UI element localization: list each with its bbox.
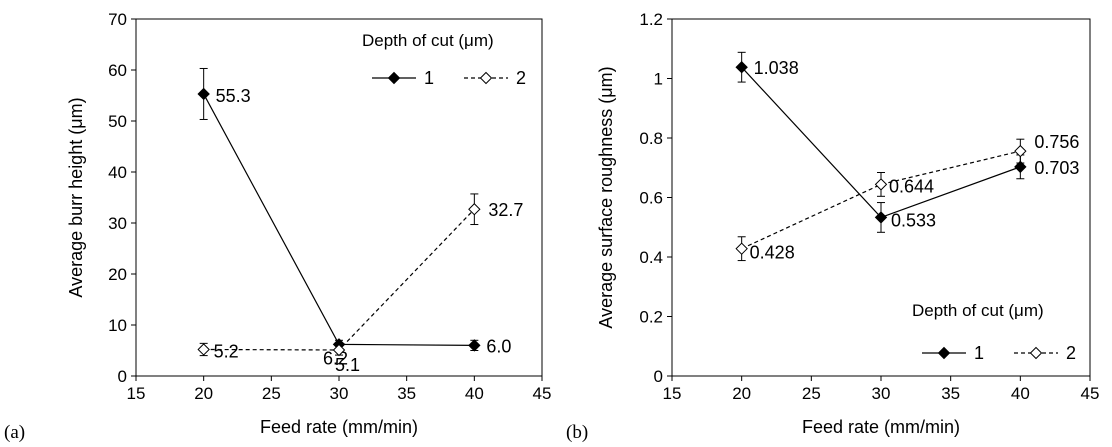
y-axis-label-b: Average surface roughness (μm) bbox=[596, 66, 616, 328]
y-tick-label-a: 0 bbox=[118, 367, 127, 386]
data-label-a-s1: 6.0 bbox=[486, 336, 511, 356]
x-tick-label-b: 25 bbox=[802, 384, 821, 403]
x-tick-label-a: 25 bbox=[262, 384, 281, 403]
x-tick-label-a: 30 bbox=[330, 384, 349, 403]
data-point-b-s1 bbox=[874, 211, 888, 224]
x-tick-label-b: 35 bbox=[941, 384, 960, 403]
x-tick-label-a: 45 bbox=[533, 384, 552, 403]
data-label-b-s1: 0.703 bbox=[1034, 158, 1079, 178]
legend-label-a-s1: 1 bbox=[424, 68, 434, 88]
data-point-b-s1 bbox=[1014, 160, 1027, 174]
y-axis-label-a: Average burr height (μm) bbox=[66, 97, 86, 297]
data-label-b-s1: 0.533 bbox=[891, 210, 936, 230]
panel-label-a: (a) bbox=[4, 422, 26, 443]
data-point-b-s2 bbox=[1014, 144, 1027, 158]
legend-marker-a-s2 bbox=[479, 71, 493, 85]
x-tick-label-b: 30 bbox=[872, 384, 891, 403]
x-tick-label-b: 45 bbox=[1081, 384, 1100, 403]
series-line-a-s1 bbox=[203, 93, 475, 346]
y-tick-label-a: 20 bbox=[108, 265, 127, 284]
data-point-a-s2 bbox=[197, 343, 210, 356]
data-point-a-s2 bbox=[332, 343, 346, 357]
data-point-b-s1 bbox=[735, 60, 748, 74]
data-point-a-s1 bbox=[197, 87, 210, 101]
y-tick-label-a: 50 bbox=[108, 112, 127, 131]
x-tick-label-b: 15 bbox=[663, 384, 682, 403]
y-tick-label-b: 0.6 bbox=[639, 189, 663, 208]
data-point-b-s2 bbox=[874, 178, 888, 191]
data-point-a-s2 bbox=[468, 203, 481, 216]
data-label-b-s1: 1.038 bbox=[754, 58, 799, 78]
x-axis-label-a: Feed rate (mm/min) bbox=[260, 417, 418, 437]
plot-frame-b bbox=[671, 18, 1091, 377]
legend-marker-b-s1 bbox=[937, 346, 951, 360]
data-label-a-s2: 5.2 bbox=[214, 341, 239, 361]
y-tick-label-a: 60 bbox=[108, 61, 127, 80]
x-tick-label-a: 35 bbox=[397, 384, 416, 403]
panel-label-b: (b) bbox=[566, 422, 589, 443]
y-tick-label-b: 0.2 bbox=[639, 308, 663, 327]
series-line-b-s2 bbox=[741, 150, 1021, 250]
legend-title-b: Depth of cut (μm) bbox=[912, 301, 1044, 320]
y-tick-label-a: 40 bbox=[108, 163, 127, 182]
y-tick-label-b: 0.8 bbox=[639, 129, 663, 148]
x-tick-label-a: 15 bbox=[127, 384, 146, 403]
legend-label-b-s2: 2 bbox=[1066, 343, 1076, 363]
y-tick-label-b: 0.4 bbox=[639, 248, 663, 267]
legend-marker-b-s2 bbox=[1029, 346, 1043, 360]
y-tick-label-a: 30 bbox=[108, 214, 127, 233]
series-line-a-s2 bbox=[203, 208, 475, 351]
y-tick-label-a: 70 bbox=[108, 10, 127, 29]
plot-frame-a bbox=[135, 18, 543, 377]
x-axis-label-b: Feed rate (mm/min) bbox=[802, 417, 960, 437]
y-tick-label-b: 1.2 bbox=[639, 10, 663, 29]
legend-title-a: Depth of cut (μm) bbox=[362, 31, 494, 50]
legend-label-a-s2: 2 bbox=[516, 68, 526, 88]
y-tick-label-b: 0 bbox=[654, 367, 663, 386]
data-label-b-s2: 0.428 bbox=[750, 243, 795, 263]
data-label-a-s2: 32.7 bbox=[488, 200, 523, 220]
data-point-a-s1 bbox=[468, 339, 481, 352]
data-point-b-s2 bbox=[735, 242, 748, 255]
y-tick-label-b: 1 bbox=[654, 70, 663, 89]
data-label-a-s2: 5.1 bbox=[335, 355, 360, 375]
y-tick-label-a: 10 bbox=[108, 316, 127, 335]
x-tick-label-b: 20 bbox=[732, 384, 751, 403]
data-label-b-s2: 0.644 bbox=[889, 176, 934, 196]
x-tick-label-b: 40 bbox=[1011, 384, 1030, 403]
data-label-b-s2: 0.756 bbox=[1034, 132, 1079, 152]
data-label-a-s1: 55.3 bbox=[216, 86, 251, 106]
legend-marker-a-s1 bbox=[387, 71, 401, 85]
x-tick-label-a: 20 bbox=[194, 384, 213, 403]
x-tick-label-a: 40 bbox=[465, 384, 484, 403]
legend-label-b-s1: 1 bbox=[974, 343, 984, 363]
